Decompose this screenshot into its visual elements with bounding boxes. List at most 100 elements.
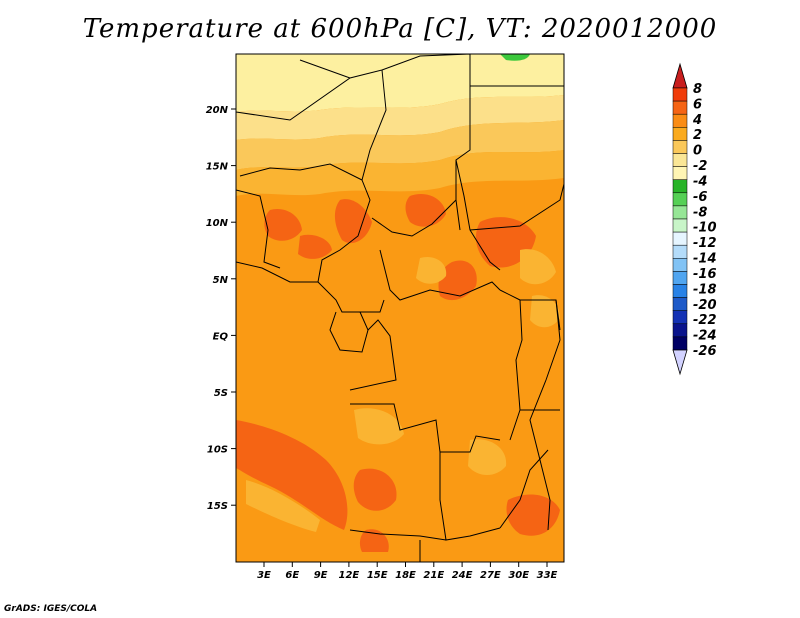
colorbar-label: -22 xyxy=(693,313,717,328)
colorbar-label: -20 xyxy=(693,298,717,313)
lon-tick-label: 9E xyxy=(314,570,328,581)
colorbar-label: 0 xyxy=(693,144,702,159)
map-frame xyxy=(235,53,565,563)
colorbar-segment xyxy=(672,140,688,154)
boundary-drc-angola xyxy=(350,403,501,453)
cool-patch-5 xyxy=(468,439,507,475)
lon-tick-label: 12E xyxy=(339,570,360,581)
colorbar-label: -16 xyxy=(693,267,717,282)
lat-tick-label: EQ xyxy=(213,331,229,342)
lake-victoria-cool xyxy=(530,295,560,328)
colorbar-label: -18 xyxy=(693,282,717,297)
colorbar-label: 4 xyxy=(692,113,702,128)
temperature-field xyxy=(236,54,564,562)
lat-tick-label: 20N xyxy=(206,105,229,116)
colorbar-label: -12 xyxy=(693,236,717,251)
lon-tick-label: 30E xyxy=(508,570,529,581)
colorbar-label: 2 xyxy=(693,128,702,143)
colorbar-label: -4 xyxy=(693,174,707,189)
hot-patch-5 xyxy=(264,208,302,241)
colorbar-label: 6 xyxy=(693,97,702,112)
colorbar-segment xyxy=(672,297,688,311)
colorbar-label: -10 xyxy=(693,221,717,236)
colorbar-segment xyxy=(672,179,688,194)
hot-patch-south-1 xyxy=(353,468,397,511)
latitude-axis: 20N 15N 10N 5N EQ 5S 10S 15S xyxy=(206,105,236,512)
coast-gulf-guinea xyxy=(236,261,318,283)
cool-patch-1 xyxy=(246,480,320,532)
colorbar-segment xyxy=(672,231,688,246)
boundary-chad-car xyxy=(371,198,461,237)
lat-tick-label: 15S xyxy=(207,501,228,512)
lat-tick-label: 15N xyxy=(206,162,229,173)
cool-patch-4 xyxy=(416,256,447,284)
colorbar-segment xyxy=(672,113,688,128)
boundary-east-coast xyxy=(529,299,561,531)
hot-patch-south-2 xyxy=(359,529,389,552)
colorbar-segment xyxy=(672,284,688,298)
lat-tick-label: 10N xyxy=(206,218,229,229)
hot-patch-2 xyxy=(405,194,446,227)
boundary-congo-drc xyxy=(349,319,397,391)
green-cell xyxy=(500,54,530,61)
band-light-north xyxy=(236,95,564,140)
colorbar-segment xyxy=(672,192,688,207)
colorbar-segment xyxy=(672,244,688,259)
colorbar-segment xyxy=(672,323,688,338)
lon-tick-label: 3E xyxy=(257,570,271,581)
colorbar-segment xyxy=(672,100,688,115)
lat-tick-label: 5N xyxy=(213,275,229,286)
boundary-sudan-south xyxy=(469,183,564,231)
band-cool-north xyxy=(236,54,564,112)
lon-tick-label: 33E xyxy=(537,570,558,581)
lon-tick-label: 27E xyxy=(480,570,501,581)
lon-tick-label: 21E xyxy=(423,570,444,581)
boundary-zambia-mozambique xyxy=(499,449,549,529)
boundary-gabon xyxy=(329,311,369,353)
band-light-orange xyxy=(236,150,564,196)
colorbar-segment xyxy=(672,258,688,272)
boundary-cameroon-congo xyxy=(317,281,385,313)
boundary-algeria-niger xyxy=(299,59,351,79)
colorbar-label: -2 xyxy=(693,159,707,174)
cool-patch-3 xyxy=(520,249,556,285)
boundary-niger-nigeria xyxy=(239,163,363,181)
lon-tick-label: 18E xyxy=(395,570,416,581)
boundary-west-africa xyxy=(236,189,281,269)
colorbar-label: 8 xyxy=(693,82,702,97)
colorbar-segment xyxy=(672,153,688,167)
colorbar-label: -24 xyxy=(693,329,717,344)
lat-tick-label: 10S xyxy=(207,445,228,456)
hot-patch-west xyxy=(236,420,348,530)
colorbar-top-arrow xyxy=(672,62,688,89)
colorbar-label: -14 xyxy=(693,252,717,267)
lat-tick-label: 5S xyxy=(214,388,228,399)
colorbar-label: -6 xyxy=(693,190,707,205)
boundary-nigeria-cameroon xyxy=(317,179,371,283)
grads-credit: GrADS: IGES/COLA xyxy=(4,604,98,614)
boundary-car-drc xyxy=(379,249,501,301)
band-yellow-north xyxy=(236,120,564,170)
hot-patch-4 xyxy=(438,260,477,301)
lon-tick-label: 6E xyxy=(285,570,299,581)
boundary-drc-east xyxy=(499,289,523,441)
colorbar-label: -26 xyxy=(693,344,717,359)
colorbar-segment xyxy=(672,127,688,141)
colorbar-segment xyxy=(672,271,688,285)
cool-patch-2 xyxy=(354,408,404,445)
colorbar-segment xyxy=(672,218,688,233)
boundary-niger-chad-libya xyxy=(236,54,471,200)
hot-patch-1 xyxy=(334,199,372,244)
lon-tick-label: 15E xyxy=(367,570,388,581)
hot-patch-southeast xyxy=(506,494,560,536)
hot-patch-6 xyxy=(298,234,332,259)
colorbar-segment xyxy=(672,205,688,220)
colorbar-label: -8 xyxy=(693,205,707,220)
colorbar-segment xyxy=(672,166,688,180)
colorbar-bottom-arrow xyxy=(672,349,688,376)
country-boundaries xyxy=(236,54,564,562)
colorbar-segment xyxy=(672,310,688,325)
colorbar-segment xyxy=(672,336,688,351)
